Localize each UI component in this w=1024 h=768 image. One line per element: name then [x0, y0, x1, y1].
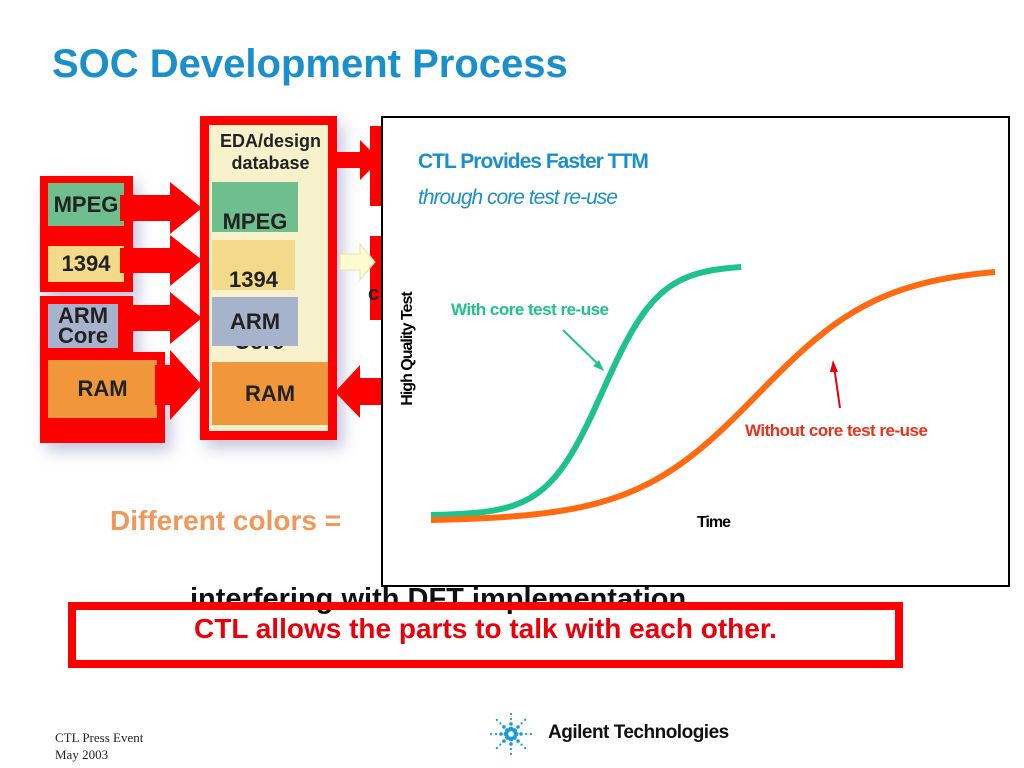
logo-dot: [509, 752, 513, 756]
logo-dot: [524, 732, 528, 736]
db-core-ram: RAM: [212, 362, 328, 425]
logo-dot: [516, 725, 520, 729]
logo-dot: [509, 747, 513, 751]
arrow-icon: [120, 292, 202, 344]
annotation-arrow-without: [833, 365, 841, 409]
db-core-1394: 1394: [212, 240, 295, 291]
arrow-icon: [120, 182, 202, 234]
ttm-chart: CTL Provides Faster TTM through core tes…: [381, 116, 1010, 587]
callout-box: [68, 602, 903, 668]
logo-dot: [499, 732, 503, 736]
output-arrows: [335, 126, 385, 418]
input-arrows: [120, 182, 202, 420]
logo-dot: [520, 743, 523, 746]
core-box-mpeg: MPEG: [40, 176, 133, 240]
arrow-icon: [120, 235, 202, 286]
eda-database-box: EDA/design database MPEG 1394 Core ARM R…: [200, 116, 337, 440]
logo-dot: [509, 722, 513, 726]
chart-subtitle: through core test re-use: [418, 186, 618, 209]
logo-dot: [499, 722, 502, 725]
agilent-logo-icon: [489, 712, 533, 756]
logo-dot: [520, 722, 523, 725]
logo-dot: [495, 718, 498, 721]
core-box-arm: ARM Core: [40, 296, 133, 352]
chart-plot: [430, 264, 996, 523]
annotation-arrow-with: [562, 329, 603, 369]
arrow-icon: [830, 360, 838, 372]
annotation-with-reuse: With core test re-use: [451, 300, 609, 319]
core-label-mpeg: MPEG: [48, 183, 124, 226]
logo-dot: [519, 732, 523, 736]
arrow-icon: [337, 140, 380, 180]
logo-dot: [495, 747, 498, 750]
logo-dot: [512, 728, 517, 733]
series-line-without-reuse: [430, 269, 996, 523]
chart-xlabel: Time: [697, 514, 731, 531]
chart-title: CTL Provides Faster TTM: [418, 150, 649, 173]
db-core-mpeg: MPEG: [212, 182, 298, 233]
logo-dot: [509, 742, 513, 746]
annotation-without-reuse: Without core test re-use: [745, 421, 928, 440]
eda-database-label: EDA/design database: [219, 131, 321, 173]
logo-dot: [509, 717, 513, 721]
partial-letter: c: [368, 283, 380, 305]
logo-dot: [494, 732, 498, 736]
slide-title: SOC Development Process: [52, 42, 568, 86]
core-box-ram: RAM: [40, 352, 165, 443]
logo-dot: [529, 732, 533, 736]
logo-dot: [516, 739, 520, 743]
footer-date: May 2003: [55, 747, 109, 762]
logo-dot: [524, 747, 527, 750]
arrow-icon: [593, 360, 604, 371]
core-label-arm: ARM Core: [48, 304, 118, 348]
logo-dot: [502, 725, 506, 729]
logo-dot: [509, 712, 513, 716]
core-label-ram: RAM: [48, 360, 157, 418]
series-line-with-reuse: [430, 264, 742, 518]
callout-text: CTL allows the parts to talk with each o…: [194, 613, 777, 644]
arrow-icon: [335, 365, 385, 418]
different-colors-text: Different colors =: [110, 505, 342, 536]
arrow-icon: [339, 242, 376, 282]
logo-dot: [524, 718, 527, 721]
logo-dot: [502, 739, 506, 743]
arrow-icon: [155, 350, 202, 420]
company-name: Agilent Technologies: [548, 722, 729, 743]
db-core-arm: ARM: [212, 297, 298, 346]
logo-dot: [499, 743, 502, 746]
core-label-1394: 1394: [48, 246, 124, 282]
logo-dot: [489, 732, 493, 736]
core-box-1394: 1394: [40, 240, 133, 292]
footer-event: CTL Press Event: [55, 730, 144, 745]
